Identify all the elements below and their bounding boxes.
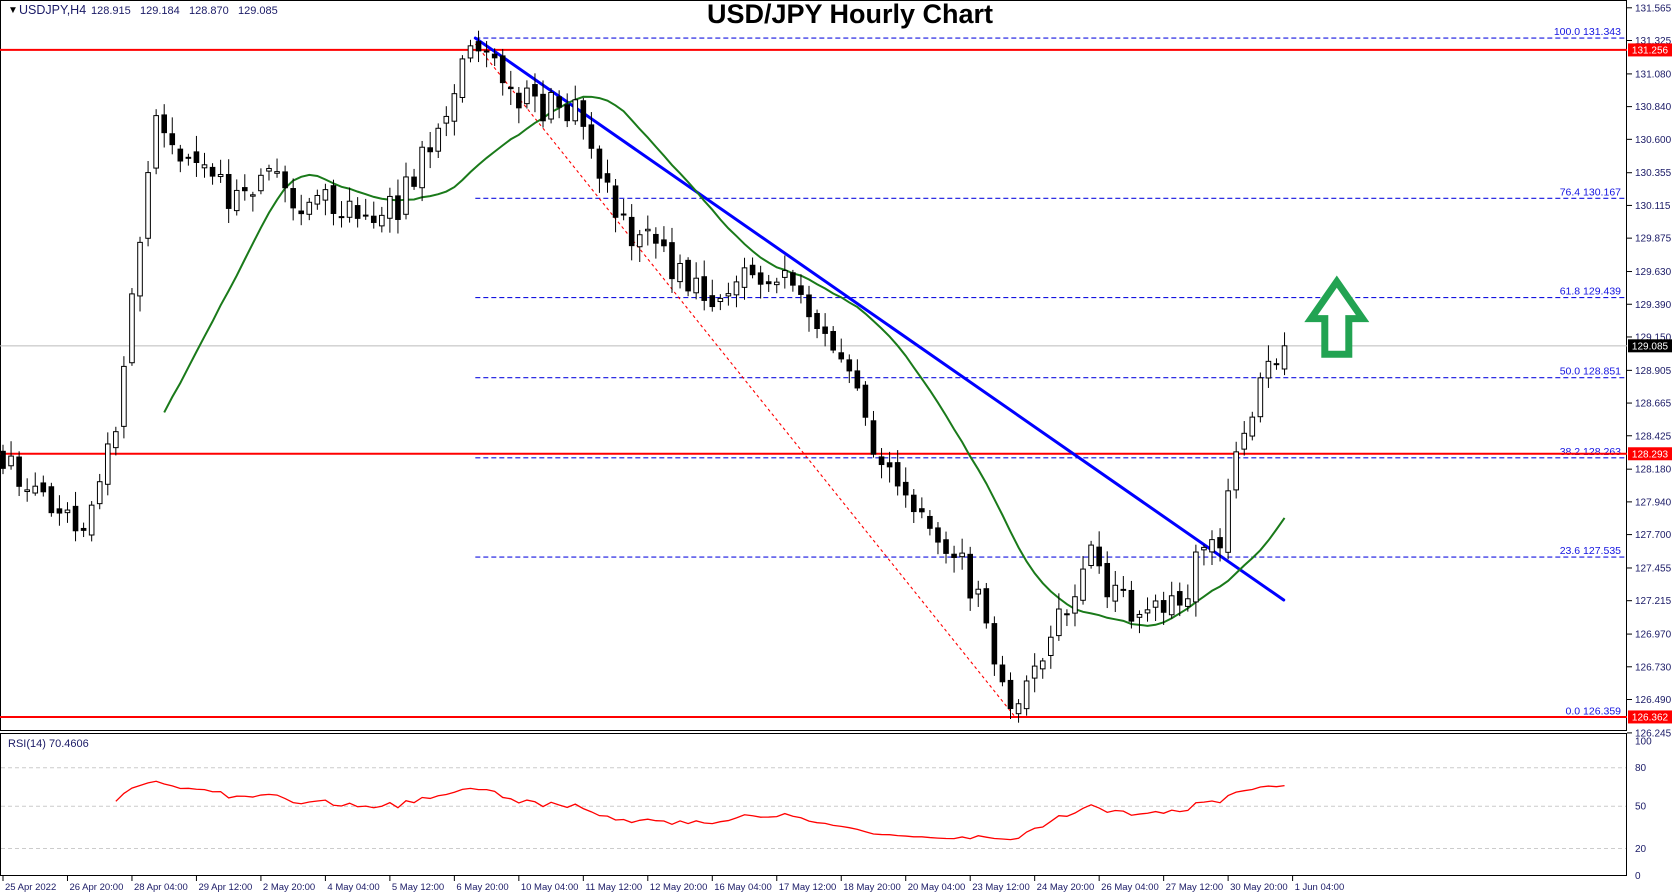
svg-text:129.390: 129.390 (1635, 300, 1672, 311)
svg-text:126.362: 126.362 (1632, 712, 1669, 723)
svg-text:26 May 04:00: 26 May 04:00 (1101, 882, 1159, 893)
svg-text:12 May 20:00: 12 May 20:00 (650, 882, 708, 893)
svg-text:USDJPY,H4: USDJPY,H4 (19, 3, 86, 17)
svg-text:128.905: 128.905 (1635, 366, 1672, 377)
svg-text:10 May 04:00: 10 May 04:00 (521, 882, 579, 893)
svg-text:127.455: 127.455 (1635, 563, 1672, 574)
svg-text:1 Jun 04:00: 1 Jun 04:00 (1295, 882, 1345, 893)
svg-text:129.085: 129.085 (1632, 341, 1669, 352)
svg-text:131.080: 131.080 (1635, 69, 1672, 80)
svg-text:100: 100 (1635, 737, 1652, 748)
svg-text:0.0 126.359: 0.0 126.359 (1566, 705, 1622, 717)
svg-text:61.8 129.439: 61.8 129.439 (1560, 286, 1621, 298)
svg-text:128.180: 128.180 (1635, 465, 1672, 476)
svg-text:23.6 127.535: 23.6 127.535 (1560, 545, 1621, 557)
svg-text:50.0 128.851: 50.0 128.851 (1560, 366, 1621, 378)
svg-text:76.4 130.167: 76.4 130.167 (1560, 186, 1621, 198)
svg-text:USD/JPY Hourly Chart: USD/JPY Hourly Chart (707, 0, 993, 29)
svg-text:128.293: 128.293 (1632, 449, 1669, 460)
svg-text:24 May 20:00: 24 May 20:00 (1037, 882, 1095, 893)
svg-text:128.665: 128.665 (1635, 399, 1672, 410)
svg-text:126.490: 126.490 (1635, 695, 1672, 706)
svg-text:0: 0 (1635, 871, 1641, 882)
svg-text:130.115: 130.115 (1635, 201, 1671, 212)
svg-text:4 May 04:00: 4 May 04:00 (327, 882, 379, 893)
svg-text:17 May 12:00: 17 May 12:00 (779, 882, 837, 893)
svg-text:128.915: 128.915 (91, 5, 131, 17)
svg-text:130.355: 130.355 (1635, 168, 1672, 179)
svg-text:128.425: 128.425 (1635, 431, 1672, 442)
svg-text:129.085: 129.085 (238, 5, 278, 17)
svg-text:127.215: 127.215 (1635, 596, 1672, 607)
svg-text:▼: ▼ (8, 5, 18, 16)
svg-text:130.840: 130.840 (1635, 102, 1672, 113)
svg-text:6 May 20:00: 6 May 20:00 (456, 882, 508, 893)
svg-text:16 May 04:00: 16 May 04:00 (714, 882, 772, 893)
svg-text:28 Apr 04:00: 28 Apr 04:00 (134, 882, 188, 893)
svg-text:128.870: 128.870 (189, 5, 229, 17)
svg-text:80: 80 (1635, 763, 1647, 774)
svg-text:100.0 131.343: 100.0 131.343 (1554, 26, 1621, 38)
svg-text:26 Apr 20:00: 26 Apr 20:00 (69, 882, 123, 893)
svg-text:2 May 20:00: 2 May 20:00 (263, 882, 315, 893)
svg-text:129.875: 129.875 (1635, 234, 1672, 245)
svg-text:30 May 20:00: 30 May 20:00 (1230, 882, 1288, 893)
svg-text:27 May 12:00: 27 May 12:00 (1166, 882, 1224, 893)
svg-text:RSI(14) 70.4606: RSI(14) 70.4606 (8, 738, 89, 750)
svg-text:129.184: 129.184 (140, 5, 180, 17)
svg-text:20: 20 (1635, 844, 1647, 855)
svg-text:126.970: 126.970 (1635, 630, 1672, 641)
svg-text:129.630: 129.630 (1635, 267, 1672, 278)
svg-text:50: 50 (1635, 802, 1647, 813)
svg-text:127.940: 127.940 (1635, 497, 1672, 508)
svg-text:11 May 12:00: 11 May 12:00 (585, 882, 642, 893)
svg-text:130.600: 130.600 (1635, 135, 1672, 146)
svg-text:127.700: 127.700 (1635, 530, 1672, 541)
svg-text:131.565: 131.565 (1635, 3, 1672, 14)
svg-text:25 Apr 2022: 25 Apr 2022 (5, 882, 56, 893)
svg-text:38.2 128.263: 38.2 128.263 (1560, 446, 1621, 458)
svg-text:23 May 12:00: 23 May 12:00 (972, 882, 1030, 893)
svg-text:18 May 20:00: 18 May 20:00 (843, 882, 901, 893)
svg-text:5 May 12:00: 5 May 12:00 (392, 882, 444, 893)
svg-text:131.256: 131.256 (1632, 45, 1669, 56)
svg-text:29 Apr 12:00: 29 Apr 12:00 (198, 882, 252, 893)
svg-text:20 May 04:00: 20 May 04:00 (908, 882, 966, 893)
svg-text:126.730: 126.730 (1635, 662, 1672, 673)
